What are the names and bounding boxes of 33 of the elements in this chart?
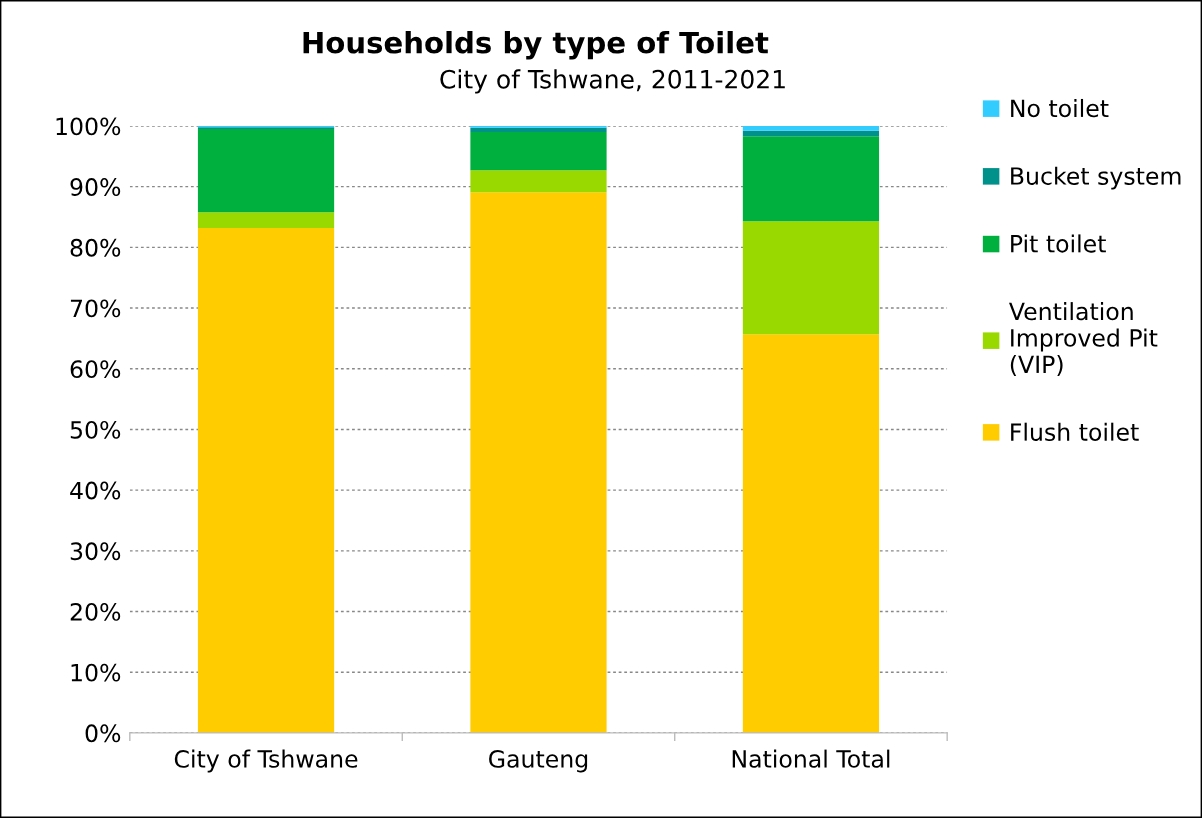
legend-label: Bucket system — [1011, 166, 1181, 190]
bar — [742, 125, 880, 131]
chart-subtitle: City of Tshwane, 2011-2021 — [440, 69, 785, 94]
y-tick-label: 60% — [70, 360, 121, 379]
bar — [742, 130, 880, 137]
y-tick-label: 0% — [85, 724, 121, 743]
x-tick-label: Gauteng — [489, 750, 588, 773]
y-tick-label: 30% — [70, 542, 121, 561]
y-tick-label: 70% — [70, 299, 121, 318]
y-tick-label: 40% — [70, 481, 121, 500]
bar — [742, 334, 880, 733]
y-tick-label: 80% — [70, 238, 121, 257]
bar — [742, 221, 880, 335]
y-tick-label: 20% — [70, 602, 121, 621]
legend-label: Pit toilet — [1011, 234, 1106, 253]
legend-label: No toilet — [1011, 98, 1109, 118]
legend-label: Flush toilet — [1011, 422, 1139, 441]
x-tick-label: National Total — [732, 749, 890, 768]
y-tick-label: 50% — [70, 420, 121, 439]
legend-label: Ventilation Improved Pit (VIP) — [1009, 302, 1158, 377]
bar — [470, 127, 607, 133]
bar — [197, 129, 335, 213]
bar — [470, 132, 607, 171]
bar — [197, 227, 335, 733]
bar — [197, 212, 335, 228]
bar — [470, 170, 607, 193]
y-tick-label: 10% — [71, 663, 121, 682]
y-tick-label: 100% — [56, 117, 121, 136]
x-tick-label: City of Tshwane — [174, 749, 358, 773]
bar — [470, 192, 607, 733]
chart-title: Households by type of Toilet — [303, 31, 769, 60]
y-tick-label: 90% — [70, 178, 121, 196]
bar — [742, 136, 880, 222]
